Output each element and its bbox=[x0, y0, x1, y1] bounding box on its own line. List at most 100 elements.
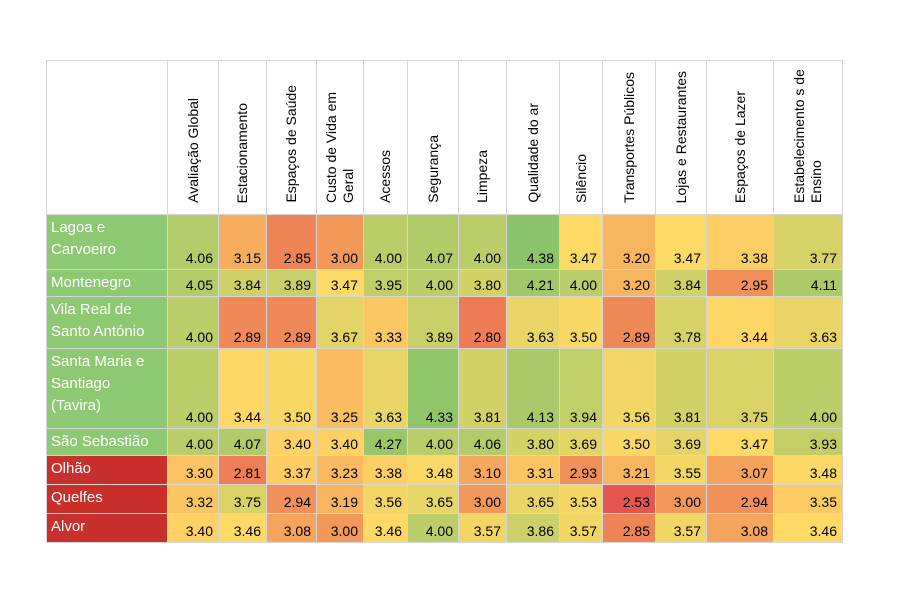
heatmap-table: Avaliação Global Estacionamento Espaços de… bbox=[46, 60, 843, 543]
heatmap-cell: 3.40 bbox=[167, 513, 219, 543]
heatmap-cell: 3.84 bbox=[218, 269, 267, 297]
heatmap-cell: 4.27 bbox=[363, 428, 408, 456]
heatmap-cell: 3.75 bbox=[706, 348, 774, 429]
heatmap-cell: 4.00 bbox=[407, 513, 459, 543]
heatmap-cell: 4.00 bbox=[773, 348, 843, 429]
heatmap-cell: 2.89 bbox=[266, 296, 317, 349]
heatmap-cell: 3.23 bbox=[316, 455, 364, 485]
column-header: Lojas e Restaurantes bbox=[655, 60, 707, 215]
table-row: Lagoa e Carvoeiro 4.06 3.15 2.85 3.00 4.00 4.0… bbox=[46, 214, 843, 270]
heatmap-cell: 3.65 bbox=[407, 484, 459, 514]
heatmap-cell: 3.63 bbox=[506, 296, 560, 349]
column-header-label: Espaços de Saúde bbox=[283, 85, 299, 203]
heatmap-cell: 4.00 bbox=[407, 428, 459, 456]
row-label: Lagoa e Carvoeiro bbox=[46, 214, 168, 270]
heatmap-cell: 3.81 bbox=[655, 348, 707, 429]
heatmap-cell: 3.77 bbox=[773, 214, 843, 270]
table-row: Vila Real de Santo António 4.00 2.89 2.89 3.… bbox=[46, 296, 843, 349]
heatmap-cell: 2.94 bbox=[706, 484, 774, 514]
heatmap-cell: 3.19 bbox=[316, 484, 364, 514]
heatmap-cell: 3.84 bbox=[655, 269, 707, 297]
row-label: Quelfes bbox=[46, 484, 168, 514]
heatmap-cell: 3.47 bbox=[706, 428, 774, 456]
heatmap-cell: 3.33 bbox=[363, 296, 408, 349]
heatmap-cell: 3.48 bbox=[407, 455, 459, 485]
heatmap-cell: 2.53 bbox=[602, 484, 656, 514]
table-row: Santa Maria e Santiago (Tavira) 4.00 3.44 3… bbox=[46, 348, 843, 429]
heatmap-cell: 4.13 bbox=[506, 348, 560, 429]
heatmap-cell: 3.38 bbox=[363, 455, 408, 485]
heatmap-body: Lagoa e Carvoeiro 4.06 3.15 2.85 3.00 4.00 4.0… bbox=[46, 214, 843, 543]
column-header: Silêncio bbox=[559, 60, 603, 215]
row-label: Vila Real de Santo António bbox=[46, 296, 168, 349]
heatmap-cell: 3.40 bbox=[316, 428, 364, 456]
heatmap-cell: 3.50 bbox=[602, 428, 656, 456]
table-row: Quelfes 3.32 3.75 2.94 3.19 3.56 3.65 3.00 3.65 3… bbox=[46, 484, 843, 514]
column-header-label: Segurança bbox=[424, 135, 441, 203]
row-label: Olhão bbox=[46, 455, 168, 485]
heatmap-cell: 3.30 bbox=[167, 455, 219, 485]
column-header-label: Lojas e Restaurantes bbox=[672, 70, 689, 203]
heatmap-cell: 4.00 bbox=[167, 428, 219, 456]
heatmap-cell: 4.05 bbox=[167, 269, 219, 297]
heatmap-cell: 3.00 bbox=[458, 484, 507, 514]
row-label: Santa Maria e Santiago (Tavira) bbox=[46, 348, 168, 429]
column-header: Espaços de Lazer bbox=[706, 60, 774, 215]
heatmap-cell: 2.93 bbox=[559, 455, 603, 485]
heatmap-cell: 3.69 bbox=[559, 428, 603, 456]
table-row: Olhão 3.30 2.81 3.37 3.23 3.38 3.48 3.10 3.31 2.9… bbox=[46, 455, 843, 485]
heatmap-cell: 3.69 bbox=[655, 428, 707, 456]
column-header: Espaços de Saúde bbox=[266, 60, 317, 215]
row-label: Montenegro bbox=[46, 269, 168, 297]
heatmap-cell: 3.20 bbox=[602, 214, 656, 270]
heatmap-cell: 3.40 bbox=[266, 428, 317, 456]
heatmap-cell: 3.55 bbox=[655, 455, 707, 485]
heatmap-cell: 3.44 bbox=[218, 348, 267, 429]
column-header-label: Acessos bbox=[377, 150, 393, 203]
column-header-label: Estacionamento bbox=[234, 102, 250, 203]
row-label: Alvor bbox=[46, 513, 168, 543]
heatmap-cell: 4.07 bbox=[407, 214, 459, 270]
heatmap-cell: 3.86 bbox=[506, 513, 560, 543]
heatmap-cell: 3.46 bbox=[773, 513, 843, 543]
heatmap-cell: 3.47 bbox=[655, 214, 707, 270]
column-header: Estabelecimento s de Ensino bbox=[773, 60, 843, 215]
heatmap-cell: 3.21 bbox=[602, 455, 656, 485]
heatmap-cell: 3.00 bbox=[655, 484, 707, 514]
heatmap-cell: 3.95 bbox=[363, 269, 408, 297]
heatmap-cell: 3.10 bbox=[458, 455, 507, 485]
heatmap-cell: 3.15 bbox=[218, 214, 267, 270]
heatmap-cell: 3.80 bbox=[506, 428, 560, 456]
heatmap-cell: 3.47 bbox=[559, 214, 603, 270]
heatmap-cell: 3.57 bbox=[458, 513, 507, 543]
column-header: Qualidade do ar bbox=[506, 60, 560, 215]
column-header-label: Qualidade do ar bbox=[524, 103, 541, 203]
heatmap-cell: 3.65 bbox=[506, 484, 560, 514]
heatmap-cell: 2.95 bbox=[706, 269, 774, 297]
heatmap-cell: 3.00 bbox=[316, 513, 364, 543]
column-header: Acessos bbox=[363, 60, 408, 215]
heatmap-cell: 4.00 bbox=[363, 214, 408, 270]
column-header: Custo de Vida em Geral bbox=[316, 60, 364, 215]
heatmap-cell: 3.25 bbox=[316, 348, 364, 429]
heatmap-cell: 4.21 bbox=[506, 269, 560, 297]
heatmap-cell: 2.85 bbox=[266, 214, 317, 270]
heatmap-cell: 3.44 bbox=[706, 296, 774, 349]
column-header-label: Estabelecimento s de Ensino bbox=[791, 69, 824, 203]
heatmap-cell: 3.07 bbox=[706, 455, 774, 485]
heatmap-cell: 3.46 bbox=[363, 513, 408, 543]
heatmap-cell: 3.53 bbox=[559, 484, 603, 514]
column-header: Limpeza bbox=[458, 60, 507, 215]
heatmap-cell: 3.93 bbox=[773, 428, 843, 456]
heatmap-cell: 4.00 bbox=[458, 214, 507, 270]
heatmap-cell: 4.00 bbox=[407, 269, 459, 297]
corner-cell bbox=[46, 60, 168, 215]
heatmap-cell: 3.50 bbox=[559, 296, 603, 349]
heatmap-cell: 2.94 bbox=[266, 484, 317, 514]
heatmap-cell: 3.94 bbox=[559, 348, 603, 429]
heatmap-cell: 4.06 bbox=[458, 428, 507, 456]
heatmap-cell: 3.38 bbox=[706, 214, 774, 270]
heatmap-cell: 3.57 bbox=[655, 513, 707, 543]
heatmap-cell: 3.80 bbox=[458, 269, 507, 297]
column-header: Transportes Públicos bbox=[602, 60, 656, 215]
